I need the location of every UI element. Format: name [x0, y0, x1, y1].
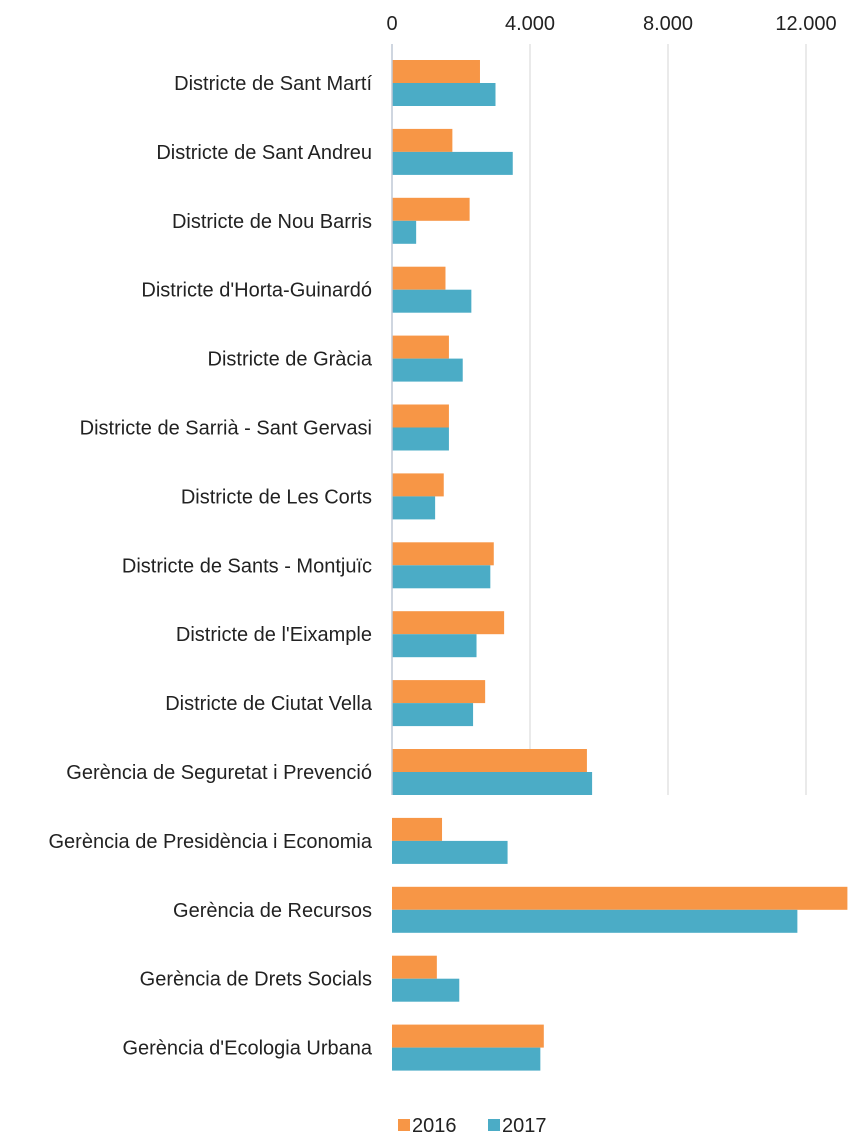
- x-axis-ticks: 0 4.000 8.000 12.000: [386, 13, 836, 35]
- legend-label-2016: 2016: [412, 1115, 457, 1137]
- category-label: Gerència de Presidència i Economia: [48, 831, 372, 853]
- category-label: Districte de Ciutat Vella: [165, 693, 373, 715]
- bar-2017: [392, 909, 798, 933]
- bar-2016: [392, 404, 449, 428]
- legend-swatch-2016: [398, 1119, 410, 1131]
- bar-2017: [392, 496, 436, 520]
- legend-swatch-2017: [488, 1119, 500, 1131]
- category-label: Districte de l'Eixample: [176, 624, 372, 646]
- category-label: Gerència de Recursos: [173, 900, 372, 922]
- bar-2017: [392, 840, 508, 864]
- bar-2016: [392, 335, 449, 359]
- bar-2017: [392, 565, 491, 589]
- bar-2016: [392, 955, 437, 979]
- category-label: Districte de Gràcia: [208, 349, 373, 371]
- bar-2017: [392, 151, 513, 175]
- bar-2016: [392, 611, 505, 635]
- x-tick-label: 4.000: [505, 13, 555, 35]
- bar-2017: [392, 220, 417, 244]
- bar-2017: [392, 978, 460, 1002]
- bar-2017: [392, 1047, 541, 1071]
- bars: [392, 60, 848, 1071]
- bar-2016: [392, 473, 444, 497]
- category-label: Districte d'Horta-Guinardó: [141, 280, 372, 302]
- bar-2016: [392, 128, 453, 152]
- bar-2016: [392, 60, 480, 83]
- x-tick-label: 8.000: [643, 13, 693, 35]
- bar-2016: [392, 680, 486, 704]
- category-label: Gerència d'Ecologia Urbana: [122, 1038, 372, 1060]
- category-labels: Districte de Sant Martí Districte de Sant…: [48, 73, 372, 1060]
- bar-2016: [392, 197, 470, 221]
- bar-2017: [392, 83, 496, 106]
- category-label: Districte de Sarrià - Sant Gervasi: [80, 418, 372, 440]
- category-label: Gerència de Seguretat i Prevenció: [66, 762, 372, 784]
- gridlines: [529, 44, 807, 795]
- bar-2017: [392, 289, 472, 313]
- bar-2017: [392, 358, 463, 382]
- category-label: Districte de Sants - Montjuïc: [122, 555, 372, 577]
- category-label: Gerència de Drets Socials: [140, 969, 372, 991]
- bar-2016: [392, 749, 587, 772]
- x-tick-label: 0: [386, 13, 397, 35]
- bar-2016: [392, 817, 443, 841]
- bar-2016: [392, 542, 494, 566]
- category-label: Districte de Sant Martí: [174, 73, 372, 95]
- bar-2017: [392, 703, 474, 727]
- bar-2016: [392, 1024, 544, 1048]
- legend: 2016 2017: [398, 1115, 547, 1137]
- category-label: Districte de Les Corts: [181, 486, 372, 508]
- bar-2017: [392, 427, 449, 451]
- bar-2017: [392, 634, 477, 658]
- bar-2016: [392, 886, 848, 910]
- bar-2016: [392, 266, 446, 290]
- category-label: Districte de Sant Andreu: [156, 142, 372, 164]
- category-label: Districte de Nou Barris: [172, 211, 372, 233]
- legend-label-2017: 2017: [502, 1115, 547, 1137]
- bar-2017: [392, 772, 593, 795]
- x-tick-label: 12.000: [775, 13, 836, 35]
